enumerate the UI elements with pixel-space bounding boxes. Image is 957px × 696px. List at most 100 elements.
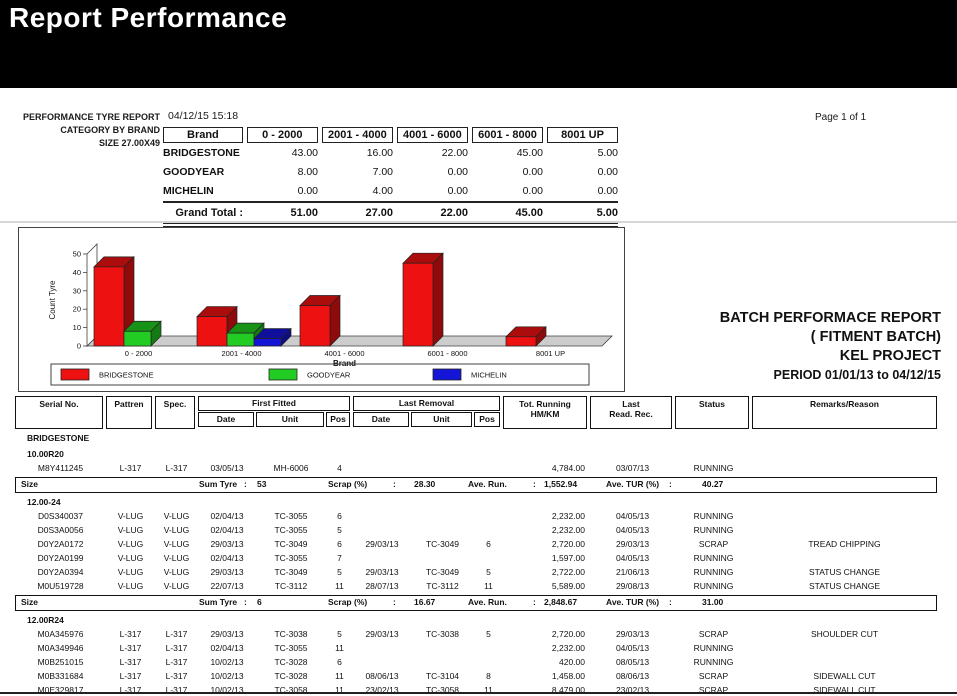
cell: V-LUG	[163, 511, 190, 521]
cell: 11	[335, 643, 344, 653]
cell: 2,720.00	[551, 539, 585, 549]
y-tick-label: 20	[73, 305, 81, 314]
legend-box	[50, 363, 590, 386]
cell: RUNNING	[693, 525, 734, 535]
cell: 29/03/13	[210, 629, 244, 639]
cell: TC-3049	[425, 567, 460, 577]
cell: TC-3049	[274, 567, 308, 577]
cell: 6	[486, 539, 491, 549]
chart-bar	[123, 320, 162, 347]
cell: 03/07/13	[615, 463, 650, 473]
cell: 11	[335, 685, 344, 695]
category-bar-chart: 0 10 20 30 40 50 Count Tyre 0 - 2000 2001 - 4000…	[18, 227, 625, 392]
cell: SCRAP	[698, 671, 729, 681]
col-tot-running: Tot. Running HM/KM	[503, 396, 587, 429]
cell: 04/05/13	[615, 643, 650, 653]
cell: D0Y2A0199	[37, 553, 84, 563]
summary-cell: 31.00	[702, 597, 724, 607]
cell: L-317	[119, 685, 142, 695]
size-group-label: 12.00-24	[27, 497, 61, 507]
cell: L-317	[119, 463, 142, 473]
cell: M8Y411245	[37, 463, 84, 473]
cell: 23/02/13	[365, 685, 399, 695]
cell: MH-6006	[273, 463, 309, 473]
summary-cell: Scrap (%)	[328, 597, 368, 607]
table-row: GOODYEAR 8.00 7.00 0.00 0.00 0.00	[163, 162, 618, 181]
cell: 02/04/13	[210, 511, 244, 521]
detail-table-header: Serial No. Pattren Spec. First Fitted Da…	[15, 396, 937, 429]
brand-value: 0.00	[597, 184, 618, 197]
cell: L-317	[165, 463, 188, 473]
cell: 5	[337, 525, 342, 535]
cell: TC-3058	[425, 685, 460, 695]
cell: 2,232.00	[551, 643, 585, 653]
table-row: MICHELIN 0.00 4.00 0.00 0.00 0.00	[163, 181, 618, 200]
brand-table-header-cell: 4001 - 6000	[396, 127, 468, 143]
cell: 4,784.00	[551, 463, 585, 473]
cell: 2,722.00	[551, 567, 585, 577]
cell: TC-3028	[274, 671, 308, 681]
brand-name: BRIDGESTONE	[163, 146, 240, 159]
bar-chart-svg: 0 10 20 30 40 50 Count Tyre 0 - 2000 2001 - 4000…	[48, 243, 613, 386]
cell: 29/03/13	[365, 567, 399, 577]
brand-table-header-cell: Brand	[163, 127, 243, 143]
col-serial-no: Serial No.	[15, 396, 103, 429]
cell: RUNNING	[693, 553, 734, 563]
brand-group-label: BRIDGESTONE	[27, 433, 90, 443]
grand-total-value: 45.00	[515, 206, 543, 219]
cell: V-LUG	[117, 553, 144, 563]
cell: 11	[484, 581, 493, 591]
cell: TREAD CHIPPING	[808, 539, 881, 549]
brand-table-header-cell: 2001 - 4000	[321, 127, 393, 143]
grand-total-value: 27.00	[365, 206, 393, 219]
x-category-label: 4001 - 6000	[324, 349, 364, 358]
cell: 4	[337, 463, 342, 473]
table-row: M0B331684 L-317 L-317 10/02/13 TC-3028 11 08/0…	[15, 669, 937, 683]
col-status: Status	[675, 396, 749, 429]
cell: V-LUG	[117, 581, 144, 591]
table-row: M8Y411245 L-317 L-317 03/05/13 MH-6006 4 4,784…	[15, 461, 937, 475]
cell: 11	[335, 581, 344, 591]
cell: V-LUG	[163, 581, 190, 591]
brand-value: 0.00	[297, 184, 318, 197]
cell: TC-3028	[274, 657, 308, 667]
cell: TC-3104	[425, 671, 460, 681]
cell: D0Y2A0172	[37, 539, 84, 549]
cell: 8	[486, 671, 491, 681]
cell: V-LUG	[117, 525, 144, 535]
cell: RUNNING	[693, 567, 734, 577]
col-lr-pos: Pos	[474, 412, 500, 427]
chart-bar	[226, 322, 265, 347]
table-row: M0A345976 L-317 L-317 29/03/13 TC-3038 5 29/03…	[15, 627, 937, 641]
summary-cell: :	[393, 597, 396, 607]
report-title-line: SIZE 27.00X49	[98, 138, 160, 148]
cell: M0E329817	[37, 685, 84, 695]
x-category-label: 6001 - 8000	[427, 349, 467, 358]
table-row: M0B251015 L-317 L-317 10/02/13 TC-3028 6 420.0…	[15, 655, 937, 669]
cell: 29/08/13	[615, 581, 650, 591]
cell: SHOULDER CUT	[810, 629, 879, 639]
cell: 11	[484, 685, 493, 695]
cell: 29/03/13	[210, 539, 244, 549]
cell: 02/04/13	[210, 643, 244, 653]
titlebar: Report Performance	[0, 0, 957, 88]
cell: M0B251015	[37, 657, 84, 667]
cell: RUNNING	[693, 643, 734, 653]
cell: TC-3055	[274, 525, 308, 535]
col-remarks: Remarks/Reason	[752, 396, 937, 429]
brand-table-double-rule	[163, 223, 618, 227]
cell: L-317	[165, 685, 188, 695]
col-group-first-fitted: First Fitted Date Unit Pos	[198, 396, 350, 427]
col-spec: Spec.	[155, 396, 195, 429]
cell: D0Y2A0394	[37, 567, 84, 577]
chart-bar	[299, 294, 341, 347]
brand-value: 22.00	[441, 146, 468, 159]
cell: L-317	[119, 643, 142, 653]
y-tick-label: 0	[77, 342, 81, 351]
summary-cell: :	[669, 479, 672, 489]
cell: SCRAP	[698, 685, 729, 695]
cell: TC-3049	[425, 539, 460, 549]
col-last-read: Last Read. Rec.	[590, 396, 672, 429]
cell: D0S340037	[38, 511, 83, 521]
brand-name: MICHELIN	[163, 184, 214, 197]
